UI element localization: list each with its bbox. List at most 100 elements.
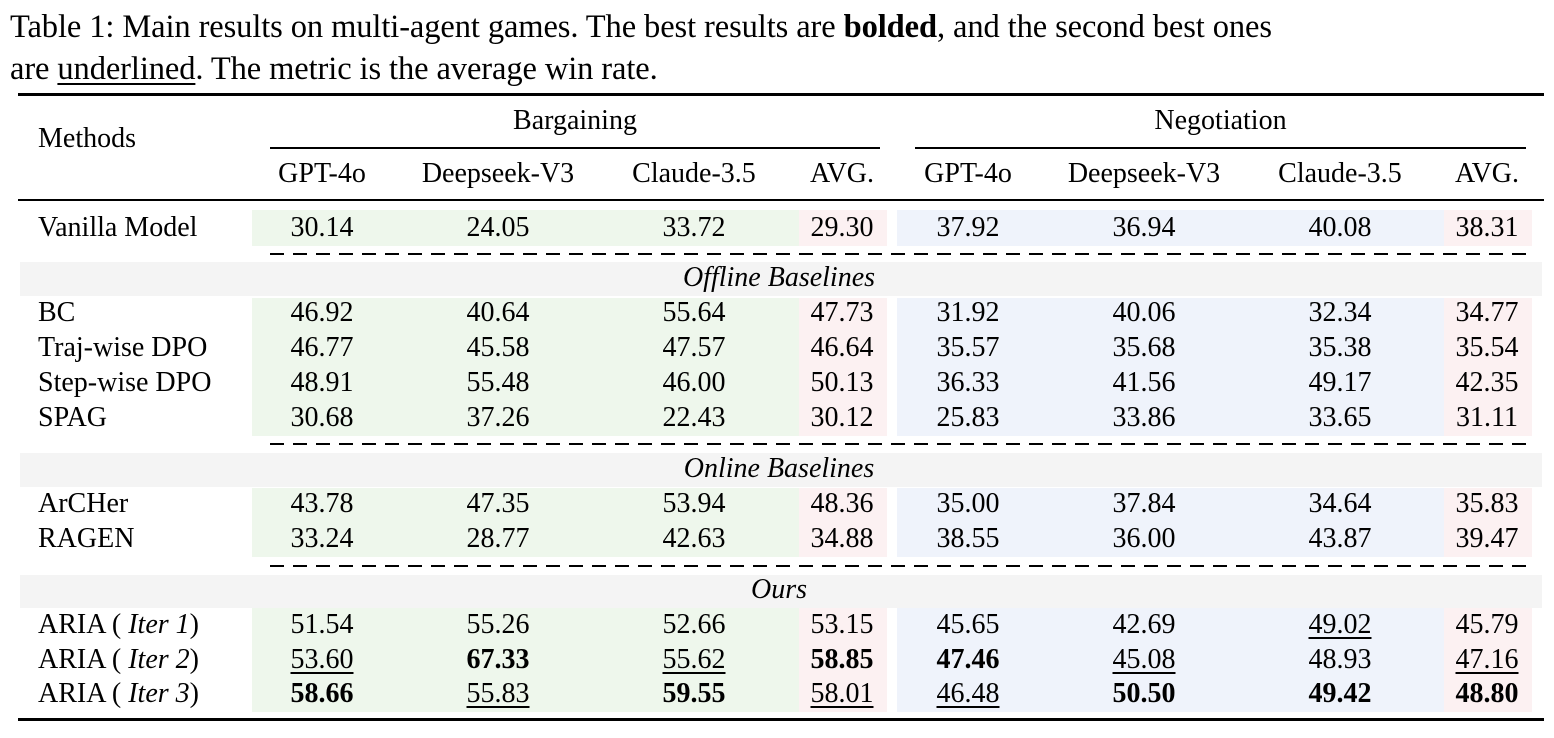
- table-cell: 29.30: [810, 212, 874, 243]
- method-label-part: ARIA (: [38, 678, 129, 709]
- table-cell: 33.72: [662, 212, 726, 243]
- negotiation-band: [897, 298, 1444, 436]
- bottom-rule: [18, 718, 1544, 721]
- table-cell: 22.43: [662, 402, 726, 433]
- table-cell: 42.69: [1112, 609, 1176, 640]
- method-label-part: Iter 2: [128, 644, 190, 675]
- method-label-part: Iter 1: [128, 609, 190, 640]
- table-cell: 53.15: [810, 609, 874, 640]
- table-cell: 39.47: [1455, 523, 1519, 554]
- table-cell: 35.00: [936, 488, 1000, 519]
- caption-text: are: [10, 51, 58, 87]
- table-cell: 67.33: [466, 644, 530, 675]
- table-cell: 30.12: [810, 402, 874, 433]
- method-label-part: ARIA (: [38, 609, 129, 640]
- column-header: AVG.: [1454, 158, 1520, 189]
- table-cell: 45.79: [1455, 609, 1519, 640]
- table-cell: 40.08: [1308, 212, 1372, 243]
- table-cell: 50.50: [1112, 678, 1176, 709]
- top-rule: [18, 93, 1544, 96]
- table-cell: 50.13: [810, 367, 874, 398]
- table-cell: 33.24: [290, 523, 354, 554]
- header-rule: [18, 199, 1544, 201]
- avg-band: [1444, 608, 1532, 712]
- group-header-bargaining: Bargaining: [513, 105, 637, 136]
- table-cell: 36.00: [1112, 523, 1176, 554]
- table-cell: 24.05: [466, 212, 530, 243]
- table-cell: 35.57: [936, 332, 1000, 363]
- method-label: Step-wise DPO: [38, 367, 212, 398]
- section-label-online: Online Baselines: [683, 453, 875, 484]
- section-band: [20, 453, 1542, 487]
- avg-band: [799, 210, 887, 246]
- table-cell: 55.48: [466, 367, 530, 398]
- table-cell: 47.46: [936, 644, 1000, 675]
- table-cell: 25.83: [936, 402, 1000, 433]
- caption-bold-word: bolded: [843, 9, 937, 45]
- method-label: SPAG: [38, 402, 108, 433]
- table-cell: 33.86: [1112, 402, 1176, 433]
- table-cell: 45.65: [936, 609, 1000, 640]
- dashed-separator: [270, 565, 1526, 567]
- bargaining-band: [252, 488, 799, 557]
- table-cell: 58.85: [810, 644, 874, 675]
- table-cell: 30.14: [290, 212, 354, 243]
- table-cell: 33.65: [1308, 402, 1372, 433]
- table-cell: 38.55: [936, 523, 1000, 554]
- method-label: Traj-wise DPO: [38, 332, 208, 363]
- table-cell: 37.26: [466, 402, 530, 433]
- caption-underline-word: underlined: [57, 51, 196, 87]
- method-label: ARIA ( Iter 1): [38, 608, 199, 642]
- methods-header: Methods: [38, 123, 136, 154]
- table-cell: 59.55: [662, 678, 726, 709]
- negotiation-band: [897, 210, 1444, 246]
- table-cell: 49.42: [1308, 678, 1372, 709]
- table-cell: 34.77: [1455, 297, 1519, 328]
- table-cell: 36.33: [936, 367, 1000, 398]
- negotiation-band: [897, 488, 1444, 557]
- table-cell: 49.02: [1308, 609, 1372, 640]
- table-cell: 37.84: [1112, 488, 1176, 519]
- dashed-separator: [270, 253, 1526, 255]
- table-cell: 51.54: [290, 609, 354, 640]
- table-cell: 46.00: [662, 367, 726, 398]
- table-cell: 40.06: [1112, 297, 1176, 328]
- caption-text: Table 1: Main results on multi-agent gam…: [10, 9, 844, 45]
- avg-band: [1444, 488, 1532, 557]
- bargaining-band: [252, 210, 799, 246]
- method-label: ARIA ( Iter 3): [38, 677, 199, 711]
- method-label: BC: [38, 297, 76, 328]
- avg-band: [799, 298, 887, 436]
- method-label: RAGEN: [38, 523, 135, 554]
- table-cell: 43.78: [290, 488, 354, 519]
- avg-band: [799, 608, 887, 712]
- section-band: [20, 575, 1542, 608]
- table-cell: 47.73: [810, 297, 874, 328]
- avg-band: [1444, 210, 1532, 246]
- table-cell: 55.62: [662, 644, 726, 675]
- table-cell: 47.35: [466, 488, 530, 519]
- table-cell: 32.34: [1308, 297, 1372, 328]
- table-cell: 35.68: [1112, 332, 1176, 363]
- table-cell: 40.64: [466, 297, 530, 328]
- table-cell: 35.38: [1308, 332, 1372, 363]
- table-cell: 34.64: [1308, 488, 1372, 519]
- caption-text: . The metric is the average win rate.: [195, 51, 658, 87]
- caption-text: , and the second best ones: [936, 9, 1272, 45]
- table-cell: 48.36: [810, 488, 874, 519]
- table-cell: 46.64: [810, 332, 874, 363]
- table-cell: 47.57: [662, 332, 726, 363]
- table-cell: 47.16: [1455, 644, 1519, 675]
- column-header: AVG.: [809, 158, 875, 189]
- group-rule-negotiation: [915, 147, 1526, 149]
- column-header: Claude-3.5: [1278, 158, 1402, 189]
- method-label-part: ): [189, 678, 199, 709]
- table-cell: 43.87: [1308, 523, 1372, 554]
- column-header: GPT-4o: [278, 158, 366, 189]
- table-cell: 58.66: [290, 678, 354, 709]
- method-label-part: Iter 3: [128, 678, 190, 709]
- table-cell: 37.92: [936, 212, 1000, 243]
- table-cell: 28.77: [466, 523, 530, 554]
- section-label-offline: Offline Baselines: [682, 262, 876, 293]
- method-label-part: ): [189, 609, 199, 640]
